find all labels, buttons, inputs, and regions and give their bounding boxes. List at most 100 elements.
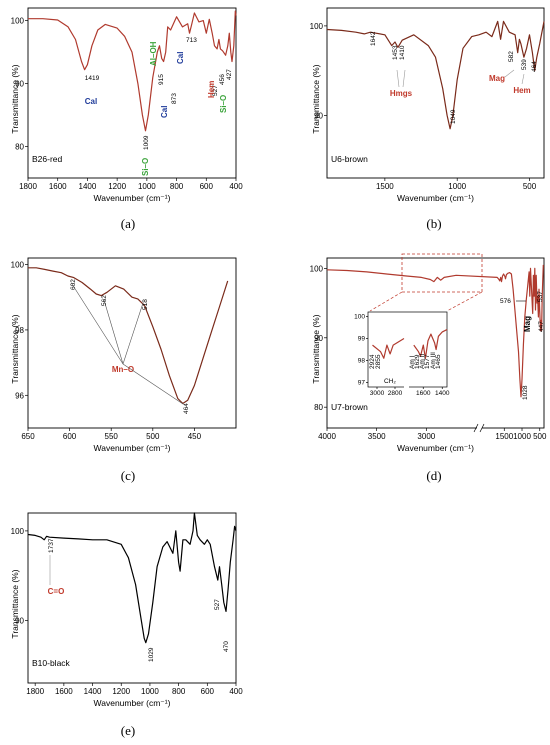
x-tick-label: 400 xyxy=(229,687,243,696)
annotation-arrow xyxy=(402,69,406,88)
y-tick-label: 90 xyxy=(314,111,323,120)
x-tick-label: 3000 xyxy=(417,432,435,441)
peak-label: 464 xyxy=(183,403,190,414)
x-tick-label: 1600 xyxy=(55,687,73,696)
band-annotation: Hem xyxy=(513,86,530,95)
x-tick-label: 500 xyxy=(533,432,547,441)
x-axis-title: Wavenumber (cm⁻¹) xyxy=(397,193,474,203)
y-tick-label: 90 xyxy=(314,334,323,343)
inset-frame xyxy=(367,311,448,388)
inset-spectrum-line xyxy=(372,337,405,359)
spectrum-line xyxy=(28,267,229,405)
inset-y-tick-label: 100 xyxy=(354,313,365,320)
spectrum-line xyxy=(326,264,544,398)
y-axis-title: Transmittance (%) xyxy=(10,64,20,133)
inset-band-label: Am II xyxy=(419,354,426,369)
peak-label: 1028 xyxy=(522,385,529,400)
y-tick-label: 100 xyxy=(310,22,324,31)
x-tick-label: 450 xyxy=(188,432,202,441)
plot-frame xyxy=(27,7,237,179)
spectrum-line xyxy=(326,20,545,130)
plot-frame xyxy=(326,257,545,429)
peak-label: 527 xyxy=(214,599,221,610)
y-tick-label: 100 xyxy=(11,527,25,536)
spectrum-line xyxy=(28,10,237,132)
inset-peak-label: 1465 xyxy=(435,354,442,369)
peak-label: 1642 xyxy=(370,31,377,46)
y-tick-label: 96 xyxy=(15,391,24,400)
peak-label: 915 xyxy=(158,74,165,85)
zoom-connector xyxy=(369,291,403,312)
x-tick-label: 1500 xyxy=(495,432,513,441)
spectrum-line xyxy=(27,512,237,644)
band-annotation: C=O xyxy=(48,587,65,596)
annotation-arrow xyxy=(103,299,124,365)
axis-break-mark xyxy=(479,423,485,433)
x-tick-label: 400 xyxy=(229,182,243,191)
x-tick-label: 1500 xyxy=(376,182,394,191)
axis-break-mark xyxy=(473,423,479,433)
inset-peak-label: 1577 xyxy=(424,354,431,369)
inset-peak-label: 1629 xyxy=(414,354,421,369)
x-tick-label: 1800 xyxy=(26,687,44,696)
inset-y-tick-label: 97 xyxy=(358,380,366,387)
x-tick-label: 1200 xyxy=(108,182,126,191)
zoom-box xyxy=(401,253,483,293)
y-tick-label: 90 xyxy=(15,616,24,625)
peak-label: 1737 xyxy=(48,538,55,553)
sample-label: U6-brown xyxy=(331,154,368,164)
x-tick-label: 500 xyxy=(523,182,537,191)
inset-x-tick-label: 1600 xyxy=(416,390,431,397)
x-tick-label: 600 xyxy=(63,432,77,441)
peak-label: 527 xyxy=(212,85,219,96)
x-tick-label: 1400 xyxy=(84,687,102,696)
inset-spectrum-line xyxy=(413,329,448,359)
inset-chart: 3000 2800 1600 1400 97 98 99 100 CH₂ xyxy=(354,311,450,397)
panel-label: (d) xyxy=(426,468,441,483)
x-tick-label: 800 xyxy=(170,182,184,191)
inset-y-tick-label: 99 xyxy=(358,335,366,342)
peak-label: 1049 xyxy=(450,109,457,124)
annotation-arrow xyxy=(521,73,525,85)
y-axis-title: Transmittance (%) xyxy=(10,569,20,638)
band-annotation: Al–OH xyxy=(149,41,158,66)
peak-label: 582 xyxy=(508,51,515,62)
axis-break xyxy=(477,424,482,432)
peak-label: 1029 xyxy=(148,647,155,662)
x-tick-label: 1000 xyxy=(513,432,531,441)
x-tick-label: 3500 xyxy=(368,432,386,441)
inset-peak-label: 2924 xyxy=(369,354,376,369)
plot-frame xyxy=(27,512,237,684)
peak-label: 1419 xyxy=(85,75,100,82)
y-axis-title: Transmittance (%) xyxy=(311,64,321,133)
chart-panel-b: 1500 1000 500 90 100 Wavenumber (cm⁻¹) Transmi… xyxy=(310,7,545,231)
inset-band-label: Am III xyxy=(430,352,437,369)
peak-label: 1410 xyxy=(399,45,406,60)
peak-label: 1453 xyxy=(392,45,399,60)
peak-label: 562 xyxy=(101,295,108,306)
x-tick-label: 1200 xyxy=(112,687,130,696)
panel-label: (a) xyxy=(121,216,135,231)
annotation-arrow xyxy=(504,69,515,78)
plot-frame xyxy=(326,7,545,179)
sample-label: U7-brown xyxy=(331,402,368,412)
zoom-connector xyxy=(446,291,483,312)
inset-y-tick-label: 98 xyxy=(358,358,366,365)
chart-panel-c: 650 600 550 500 450 96 98 100 Wavenumber (cm⁻¹) T… xyxy=(10,257,237,483)
x-tick-label: 600 xyxy=(200,182,214,191)
x-axis-title: Wavenumber (cm⁻¹) xyxy=(94,698,171,708)
peak-label: 713 xyxy=(186,37,197,44)
annotation-arrow xyxy=(122,302,144,365)
annotation-arrow xyxy=(71,283,124,365)
y-tick-label: 100 xyxy=(310,264,324,273)
x-tick-label: 800 xyxy=(172,687,186,696)
band-annotation: Hem xyxy=(207,81,216,98)
plot-frame xyxy=(27,257,237,429)
chart-panel-e: 1800 1600 1400 1200 1000 800 600 400 90 100 Wavenu… xyxy=(10,512,243,738)
peak-label: 427 xyxy=(226,69,233,80)
y-tick-label: 98 xyxy=(15,326,24,335)
peak-label: 873 xyxy=(171,93,178,104)
x-axis-title: Wavenumber (cm⁻¹) xyxy=(397,443,474,453)
peak-label: 576 xyxy=(500,298,511,305)
